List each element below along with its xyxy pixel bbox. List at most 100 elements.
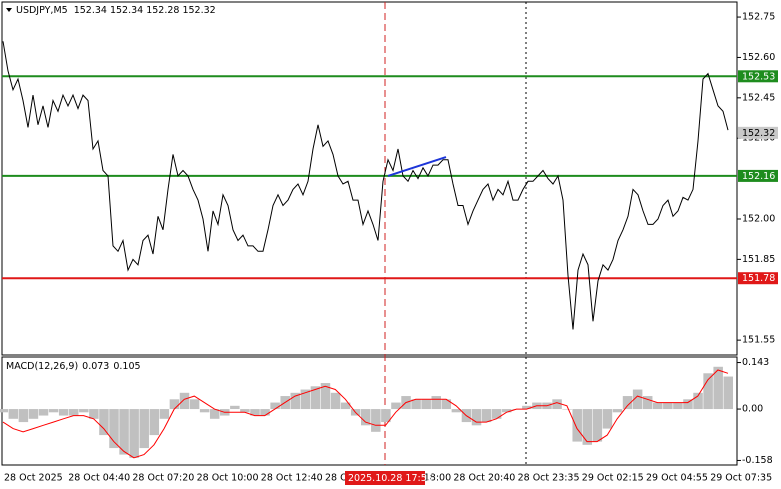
header-value: MACD(12,26,9): [6, 361, 78, 372]
histogram-bar: [642, 396, 653, 410]
header-value: 152.34: [110, 5, 143, 16]
histogram-bar: [28, 409, 39, 419]
histogram-bar: [491, 409, 502, 419]
y-tick-label: -0.158: [742, 455, 773, 466]
y-tick-label: 152.00: [742, 213, 775, 224]
histogram-bar: [99, 409, 109, 436]
x-tick-label: 28 Oct 07:20: [132, 473, 194, 484]
histogram-bar: [713, 366, 723, 410]
histogram-bar: [230, 405, 240, 410]
histogram-bar: [159, 409, 170, 419]
histogram-bar: [501, 409, 512, 413]
price-panel: [1, 1, 738, 356]
histogram-bar: [381, 409, 391, 423]
histogram-bar: [18, 409, 29, 423]
histogram-bar: [663, 402, 673, 410]
histogram-bar: [320, 383, 331, 410]
level-label: 152.16: [742, 171, 775, 182]
marker-tag: [345, 471, 425, 485]
x-tick-label: 28 Oct 20:40: [453, 473, 515, 484]
histogram-bar: [330, 392, 341, 410]
histogram-bar: [68, 409, 79, 416]
y-tick-label: 152.60: [742, 52, 775, 63]
y-tick-label: 152.75: [742, 12, 775, 23]
histogram-bar: [653, 402, 663, 410]
histogram-bar: [8, 409, 19, 419]
histogram-bar: [703, 373, 713, 410]
histogram-bar: [189, 399, 200, 410]
histogram-bar: [290, 392, 301, 410]
x-tick-label: 29 Oct 02:15: [582, 473, 644, 484]
signal-line: [2, 369, 729, 459]
histogram-bar: [260, 409, 270, 416]
y-tick-label: 152.45: [742, 92, 775, 103]
histogram-bar: [592, 409, 603, 442]
y-tick-label: 151.85: [742, 254, 775, 265]
header-value: 0.073: [82, 361, 109, 372]
histogram-bar: [109, 409, 119, 449]
histogram-bar: [89, 409, 99, 419]
histogram-bar: [411, 399, 421, 410]
histogram-bar: [481, 409, 492, 423]
x-tick-label: 29 Oct 04:55: [646, 473, 708, 484]
trendline: [387, 156, 447, 177]
histogram-bar: [179, 392, 190, 410]
x-tick-label: 28 Oct 23:35: [518, 473, 580, 484]
level-tag: [738, 70, 778, 83]
histogram-bar: [632, 389, 643, 410]
level-label: 151.78: [742, 273, 775, 284]
histogram-bar: [693, 392, 703, 410]
histogram-bar: [169, 399, 180, 410]
histogram-bar: [622, 396, 633, 410]
histogram-bar: [522, 405, 532, 410]
histogram-bar: [129, 409, 139, 458]
histogram-bar: [361, 409, 371, 426]
histogram-bar: [139, 409, 149, 449]
level-tag: [738, 169, 778, 182]
header-value: 0.105: [113, 361, 140, 372]
histogram-bar: [471, 409, 482, 426]
y-tick-label: 0.143: [742, 357, 769, 368]
histogram-bar: [240, 409, 250, 413]
histogram-bar: [371, 409, 381, 432]
x-tick-label: 28 Oct 12:40: [261, 473, 323, 484]
histogram-bar: [310, 386, 321, 410]
x-tick-label: 28 Oct 10:00: [197, 473, 259, 484]
histogram-bar: [602, 409, 613, 429]
header-value: 152.34: [74, 5, 107, 16]
level-label: 152.53: [742, 71, 775, 82]
histogram-bar: [572, 409, 582, 442]
x-tick-label: 28 Oct 2025: [4, 473, 63, 484]
histogram-bar: [451, 409, 462, 413]
histogram-bar: [79, 409, 89, 413]
histogram-bar: [199, 409, 210, 413]
y-tick-label: 151.55: [742, 335, 775, 346]
histogram-bar: [441, 399, 452, 410]
histogram-bar: [209, 409, 220, 419]
level-tag: [738, 272, 778, 285]
header-value: 152.32: [182, 5, 215, 16]
x-tick-label: 29 Oct 07:35: [710, 473, 772, 484]
histogram-bar: [250, 409, 260, 416]
y-tick-label: 0.00: [742, 404, 763, 415]
histogram-bar: [149, 409, 160, 436]
histogram-bar: [582, 409, 593, 445]
price-line: [2, 41, 729, 330]
current-price: 152.32: [742, 128, 775, 139]
histogram-bar: [300, 389, 311, 410]
chart-header: USDJPY,M5 152.34 152.34 152.28 152.32: [16, 5, 216, 16]
histogram-bar: [119, 409, 129, 455]
histogram-bar: [673, 402, 683, 410]
histogram-bar: [340, 402, 351, 410]
histogram-bar: [431, 396, 441, 410]
histogram-bar: [38, 409, 49, 416]
price-tag: [738, 126, 778, 139]
header-value: 152.28: [146, 5, 179, 16]
histogram-bar: [552, 399, 562, 410]
histogram-bar: [391, 402, 401, 410]
marker-label: 2025.10.28 17:55: [348, 473, 433, 484]
histogram-bar: [683, 399, 693, 410]
histogram-bar: [723, 376, 733, 410]
